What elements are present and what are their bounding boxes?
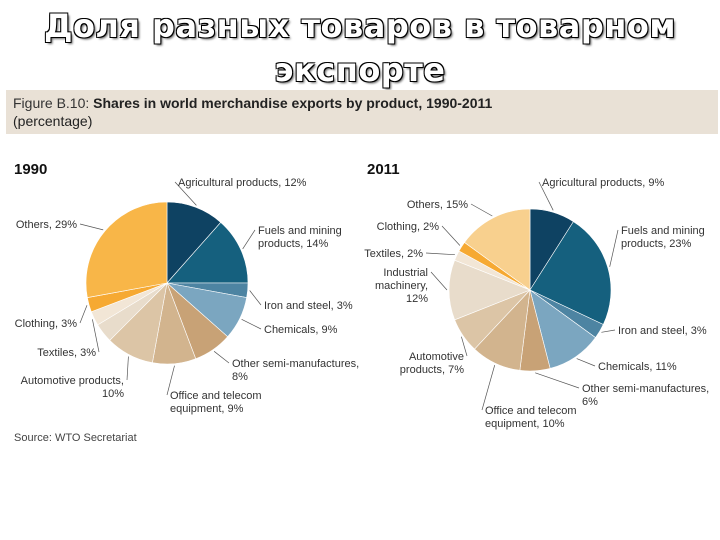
pie-chart-2011: 2011 Agricultural products, 9% Fuels and m… [364,161,709,430]
leader-line [601,329,616,333]
slice-label-automotive-products: Automotive products, 10% [21,375,125,400]
slice-label-agricultural-products: Agricultural products, 12% [178,177,307,189]
slice-label-others: Others, 29% [16,219,77,231]
slice-label-textiles: Textiles, 3% [37,347,96,359]
slice-label-iron-and-steel: Iron and steel, 3% [264,300,353,312]
slice-label-chemicals: Chemicals, 9% [264,324,338,336]
slice-label-iron-and-steel: Iron and steel, 3% [618,325,707,337]
slice-label-fuels-and-mining-products: Fuels and mining products, 23% [621,225,705,250]
figure-label: Figure B.10: [13,95,90,111]
slice-label-fuels-and-mining-products: Fuels and mining products, 14% [258,225,342,250]
slice-label-chemicals: Chemicals, 11% [598,361,677,373]
slice-label-textiles: Textiles, 2% [364,248,423,260]
figure-subtitle: (percentage) [13,113,93,129]
slide-title: Доля разных товаров в товарном экспорте [0,4,720,92]
leader-line [166,365,175,396]
slice-label-industrial-machinery: Industrial machinery, 12% [375,267,428,305]
leader-line [79,223,104,231]
figure-title: Figure B.10: Shares in world merchandise… [13,94,713,130]
chart-title: 1990 [14,161,47,178]
pie-slice-industrial-machinery [448,259,531,321]
leader-line [126,356,129,381]
slice-label-other-semi-manufactures: Other semi-manufactures, 8% [232,358,359,383]
slide-title-line-1: Доля разных товаров в товарном [43,7,677,45]
leader-line [92,319,100,353]
slice-label-office-and-telecom-equipment: Office and telecom equipment, 10% [485,405,577,430]
slice-label-others: Others, 15% [407,199,468,211]
slice-label-clothing: Clothing, 3% [15,318,78,330]
leader-line [609,229,619,267]
pie-slice-fuels-and-mining-products [166,221,249,284]
slide-title-line-2: экспорте [274,51,446,89]
slice-label-clothing: Clothing, 2% [377,221,440,233]
leader-line [242,229,256,250]
leader-line [241,318,262,330]
leader-line [538,181,554,211]
pie-slice-others [464,208,531,291]
pie-slice-others [85,201,168,298]
pie-chart-1990: 1990 Agricultural products, 12% Fuels and … [14,161,359,415]
leader-line [174,181,197,206]
leader-line [441,225,461,246]
leader-line [249,290,262,306]
chart-title: 2011 [367,161,400,178]
leader-line [425,252,455,256]
figure-header: Figure B.10: Shares in world merchandise… [6,90,718,134]
slice-label-agricultural-products: Agricultural products, 9% [542,177,664,189]
leader-line [79,305,88,324]
leader-line [481,365,496,411]
slice-label-automotive-products: Automotive products, 7% [400,351,464,376]
figure-title-text: Shares in world merchandise exports by p… [93,95,493,111]
slice-label-other-semi-manufactures: Other semi-manufactures, 6% [582,383,709,408]
leader-line [430,271,448,291]
leader-line [461,336,468,357]
leader-line [535,372,580,389]
leader-line [576,358,596,367]
leader-line [470,203,493,217]
leader-line [213,351,230,364]
slice-label-office-and-telecom-equipment: Office and telecom equipment, 9% [170,390,262,415]
pie-slice-fuels-and-mining-products [529,221,612,325]
source-note: Source: WTO Secretariat [14,432,137,442]
